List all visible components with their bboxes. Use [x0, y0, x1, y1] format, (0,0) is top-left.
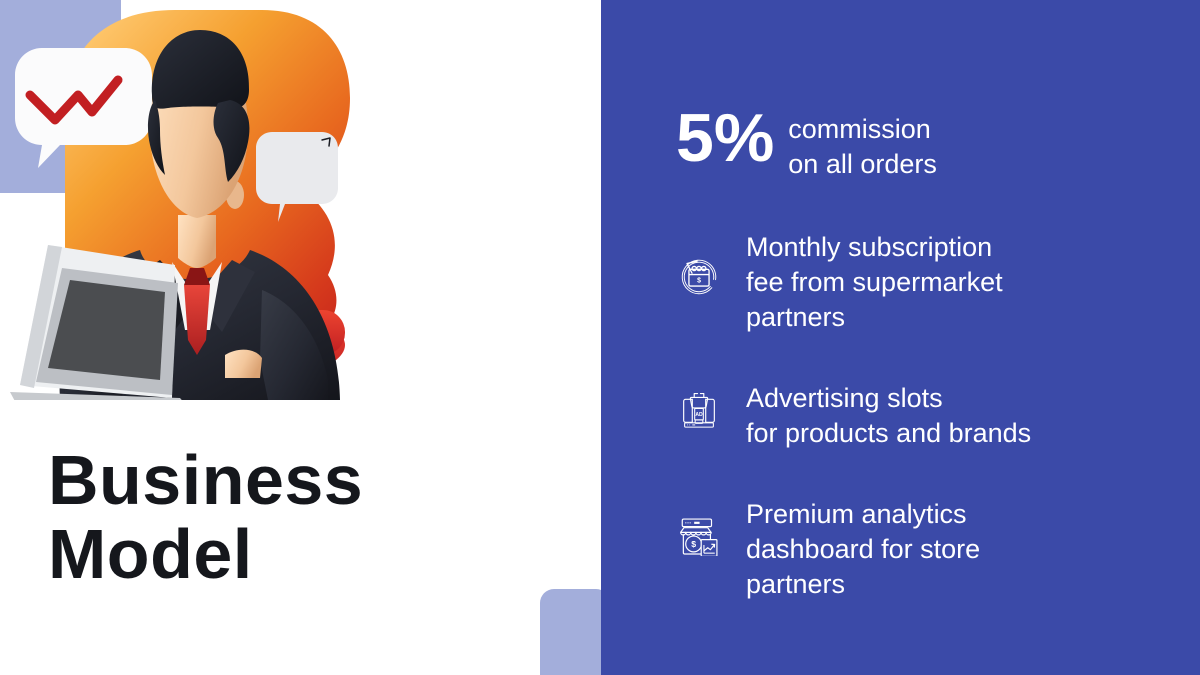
svg-text:AD: AD [695, 412, 703, 418]
svg-text:$: $ [691, 539, 696, 549]
svg-text:$: $ [697, 278, 701, 285]
